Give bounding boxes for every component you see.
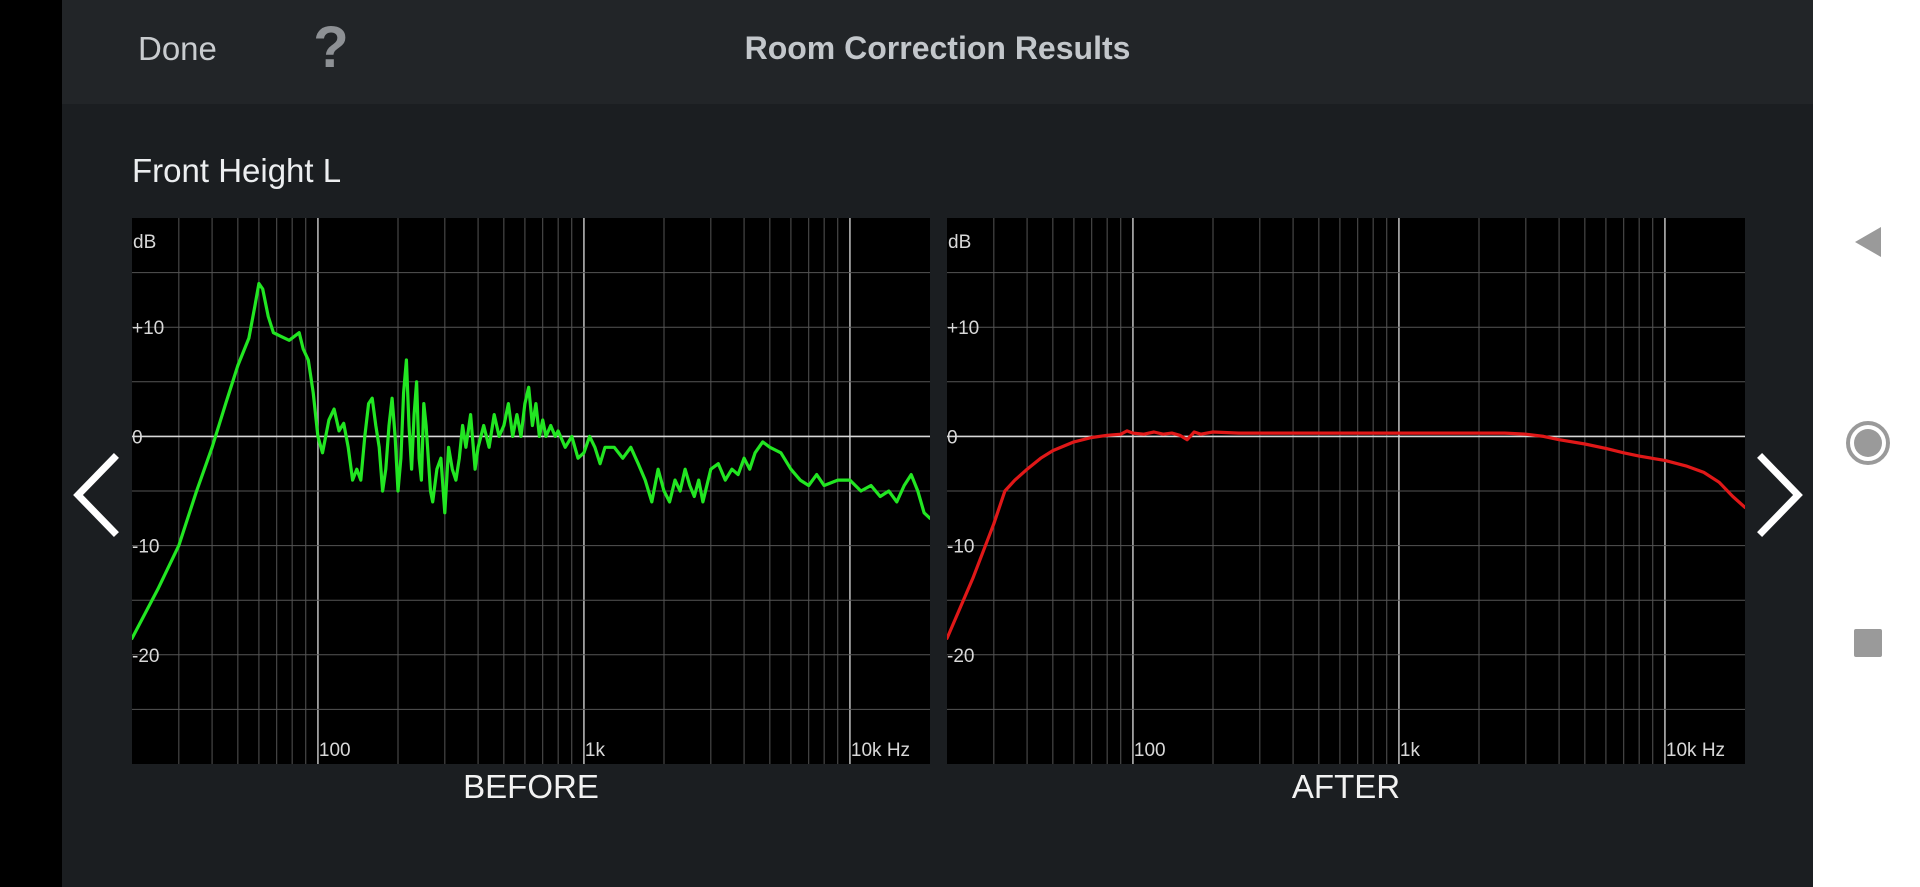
done-button[interactable]: Done xyxy=(138,30,217,67)
after-chart-caption: AFTER xyxy=(1291,768,1401,805)
before-y-tick-label: +10 xyxy=(132,318,164,339)
before-chart: dB +10 0 -10 -20 100 1k 10k Hz xyxy=(132,218,930,764)
before-chart-svg: dB +10 0 -10 -20 100 1k 10k Hz xyxy=(132,218,930,764)
android-navigation-bar xyxy=(1813,0,1920,887)
after-y-unit-label: dB xyxy=(948,232,971,253)
channel-name: Front Height L xyxy=(132,152,342,189)
after-y-tick-label: -20 xyxy=(947,646,974,667)
room-correction-results-screen: Done ? Room Correction Results Front Hei… xyxy=(62,0,1813,887)
before-y-unit-label: dB xyxy=(133,232,156,253)
before-x-tick-label: 100 xyxy=(319,740,351,761)
back-triangle-icon[interactable] xyxy=(1843,217,1893,267)
after-response-line xyxy=(947,429,1745,640)
after-y-tick-label: +10 xyxy=(947,318,979,339)
after-chart: dB +10 0 -10 -20 100 1k 10k Hz xyxy=(947,218,1745,764)
before-y-tick-label: 0 xyxy=(132,427,143,448)
before-chart-caption: BEFORE xyxy=(463,768,599,805)
top-bar: Done ? Room Correction Results xyxy=(62,0,1813,104)
next-channel-chevron-right-icon[interactable] xyxy=(1750,450,1810,540)
after-y-tick-label: -10 xyxy=(947,537,974,558)
after-x-tick-label: 10k Hz xyxy=(1666,740,1725,761)
home-circle-icon[interactable] xyxy=(1843,418,1893,468)
left-screen-bezel xyxy=(0,0,62,887)
before-y-tick-label: -20 xyxy=(132,646,159,667)
help-question-mark-icon[interactable]: ? xyxy=(313,15,349,80)
page-title: Room Correction Results xyxy=(744,30,1131,66)
after-x-tick-label: 100 xyxy=(1134,740,1166,761)
before-x-tick-label: 10k Hz xyxy=(851,740,910,761)
after-y-tick-label: 0 xyxy=(947,427,958,448)
recents-square-icon[interactable] xyxy=(1843,618,1893,668)
before-y-tick-label: -10 xyxy=(132,537,159,558)
previous-channel-chevron-left-icon[interactable] xyxy=(66,450,126,540)
after-chart-svg: dB +10 0 -10 -20 100 1k 10k Hz xyxy=(947,218,1745,764)
before-response-line xyxy=(132,281,930,640)
after-x-tick-label: 1k xyxy=(1400,740,1421,761)
before-x-tick-label: 1k xyxy=(585,740,606,761)
